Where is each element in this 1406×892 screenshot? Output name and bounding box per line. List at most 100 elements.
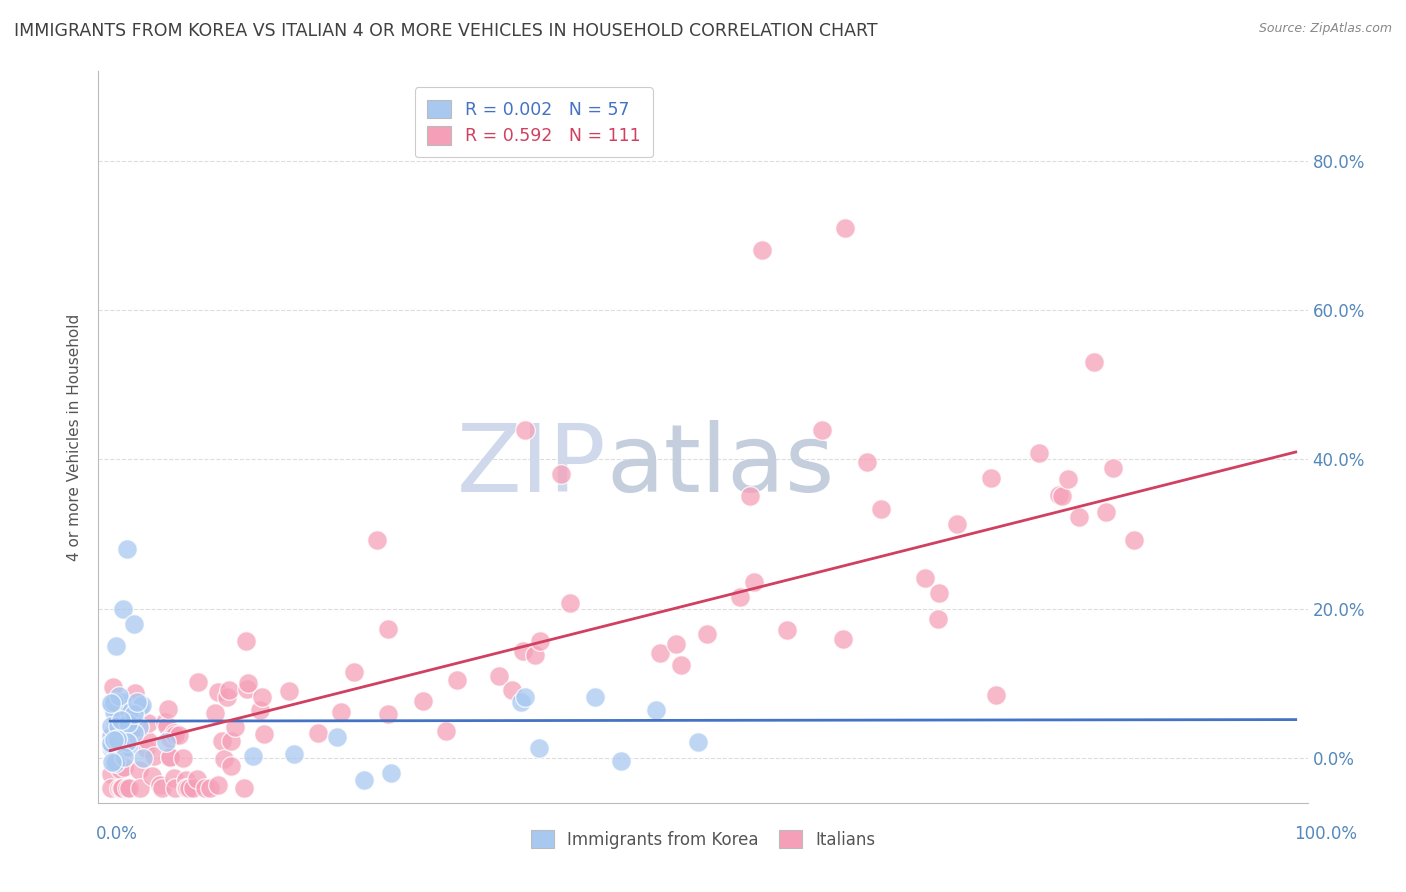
Point bbox=[110, 713, 132, 727]
Point bbox=[219, 758, 242, 772]
Point bbox=[187, 674, 209, 689]
Point bbox=[120, 714, 142, 728]
Point bbox=[131, 698, 153, 713]
Point bbox=[583, 690, 606, 704]
Point bbox=[117, 542, 139, 557]
Point bbox=[343, 665, 366, 679]
Point bbox=[249, 703, 271, 717]
Point bbox=[219, 734, 242, 748]
Point bbox=[156, 702, 179, 716]
Point bbox=[122, 706, 145, 721]
Point bbox=[108, 735, 131, 749]
Point bbox=[242, 748, 264, 763]
Point bbox=[155, 719, 177, 733]
Point bbox=[100, 696, 122, 710]
Point bbox=[131, 751, 153, 765]
Point bbox=[686, 735, 709, 749]
Text: ZIP: ZIP bbox=[457, 420, 606, 512]
Point bbox=[155, 735, 177, 749]
Point bbox=[101, 755, 124, 769]
Point bbox=[115, 734, 138, 748]
Point bbox=[159, 731, 181, 745]
Point bbox=[129, 699, 152, 714]
Point bbox=[107, 689, 129, 703]
Y-axis label: 4 or more Vehicles in Household: 4 or more Vehicles in Household bbox=[67, 313, 83, 561]
Point bbox=[914, 571, 936, 585]
Point bbox=[512, 644, 534, 658]
Point bbox=[277, 683, 299, 698]
Point bbox=[174, 773, 197, 788]
Point bbox=[110, 780, 132, 795]
Point bbox=[1067, 509, 1090, 524]
Point bbox=[105, 730, 128, 744]
Point bbox=[117, 716, 139, 731]
Point bbox=[111, 742, 134, 756]
Point bbox=[101, 699, 124, 714]
Point bbox=[235, 681, 257, 696]
Point bbox=[120, 724, 142, 739]
Point bbox=[1028, 446, 1050, 460]
Point bbox=[101, 726, 124, 740]
Point bbox=[212, 752, 235, 766]
Point bbox=[108, 780, 131, 795]
Point bbox=[648, 647, 671, 661]
Point bbox=[149, 778, 172, 792]
Point bbox=[856, 455, 879, 469]
Point bbox=[742, 574, 765, 589]
Point bbox=[377, 706, 399, 721]
Point bbox=[198, 780, 221, 795]
Point bbox=[107, 710, 129, 724]
Point bbox=[135, 741, 157, 756]
Point bbox=[412, 693, 434, 707]
Point bbox=[238, 676, 260, 690]
Point bbox=[117, 740, 139, 755]
Point bbox=[751, 244, 773, 258]
Point bbox=[980, 471, 1002, 485]
Point bbox=[128, 720, 150, 734]
Point bbox=[112, 760, 135, 774]
Point bbox=[834, 221, 856, 235]
Point bbox=[218, 682, 240, 697]
Point bbox=[550, 467, 572, 482]
Point bbox=[103, 695, 125, 709]
Point bbox=[235, 633, 257, 648]
Point bbox=[111, 780, 134, 795]
Point bbox=[100, 736, 122, 750]
Point bbox=[105, 639, 128, 653]
Point bbox=[232, 780, 254, 795]
Point bbox=[100, 729, 122, 743]
Point bbox=[118, 705, 141, 719]
Point bbox=[136, 715, 159, 730]
Point bbox=[1057, 472, 1080, 486]
Point bbox=[153, 714, 176, 729]
Point bbox=[515, 690, 537, 705]
Point bbox=[124, 686, 146, 700]
Point bbox=[510, 695, 533, 709]
Point bbox=[1052, 489, 1074, 503]
Point bbox=[128, 763, 150, 777]
Point bbox=[645, 703, 668, 717]
Point bbox=[179, 780, 201, 795]
Point bbox=[728, 590, 751, 604]
Point bbox=[108, 763, 131, 777]
Point bbox=[118, 780, 141, 795]
Point bbox=[100, 741, 122, 756]
Point bbox=[250, 690, 273, 704]
Text: Source: ZipAtlas.com: Source: ZipAtlas.com bbox=[1258, 22, 1392, 36]
Point bbox=[105, 732, 128, 747]
Point bbox=[125, 695, 148, 709]
Point bbox=[204, 706, 226, 721]
Point bbox=[529, 741, 551, 756]
Point bbox=[108, 727, 131, 741]
Point bbox=[103, 695, 125, 709]
Point bbox=[107, 725, 129, 739]
Point bbox=[162, 772, 184, 786]
Point bbox=[112, 601, 135, 615]
Point bbox=[502, 683, 524, 698]
Point bbox=[610, 754, 633, 768]
Point bbox=[984, 688, 1007, 702]
Point bbox=[665, 637, 688, 651]
Point bbox=[169, 728, 191, 742]
Point bbox=[159, 749, 181, 764]
Point bbox=[329, 705, 352, 719]
